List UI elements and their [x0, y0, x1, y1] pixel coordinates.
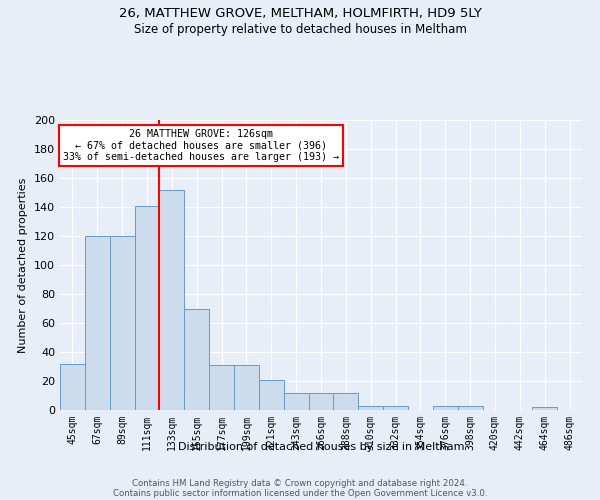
Y-axis label: Number of detached properties: Number of detached properties [19, 178, 28, 352]
Text: Distribution of detached houses by size in Meltham: Distribution of detached houses by size … [178, 442, 464, 452]
Bar [383, 406, 408, 410]
Bar [60, 364, 85, 410]
Bar [284, 392, 308, 410]
Text: 26 MATTHEW GROVE: 126sqm
← 67% of detached houses are smaller (396)
33% of semi-: 26 MATTHEW GROVE: 126sqm ← 67% of detach… [63, 128, 339, 162]
Bar [110, 236, 134, 410]
Bar [184, 308, 209, 410]
Bar [234, 365, 259, 410]
Text: Contains HM Land Registry data © Crown copyright and database right 2024.: Contains HM Land Registry data © Crown c… [132, 478, 468, 488]
Bar [358, 406, 383, 410]
Bar [160, 190, 184, 410]
Bar [334, 392, 358, 410]
Bar [433, 406, 458, 410]
Bar [458, 406, 482, 410]
Bar [259, 380, 284, 410]
Bar [209, 365, 234, 410]
Text: Size of property relative to detached houses in Meltham: Size of property relative to detached ho… [134, 22, 466, 36]
Text: 26, MATTHEW GROVE, MELTHAM, HOLMFIRTH, HD9 5LY: 26, MATTHEW GROVE, MELTHAM, HOLMFIRTH, H… [119, 8, 481, 20]
Bar [308, 392, 334, 410]
Bar [532, 407, 557, 410]
Text: Contains public sector information licensed under the Open Government Licence v3: Contains public sector information licen… [113, 488, 487, 498]
Bar [85, 236, 110, 410]
Bar [134, 206, 160, 410]
